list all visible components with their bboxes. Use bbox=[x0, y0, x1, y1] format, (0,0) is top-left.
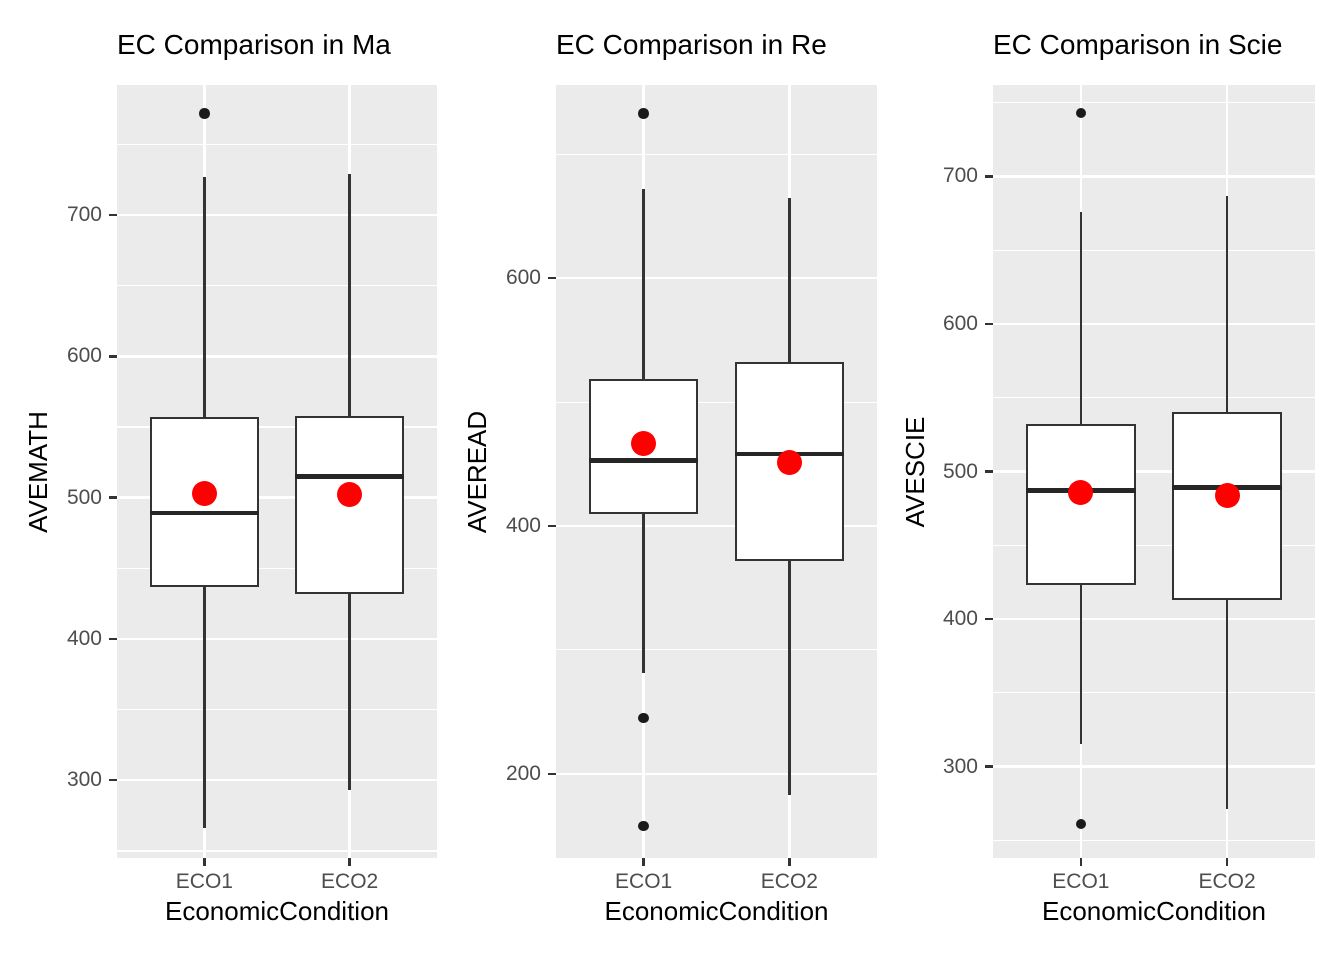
mean-dot bbox=[776, 450, 802, 476]
figure-averead: EC Comparison in Re AVEREAD EconomicCond… bbox=[448, 0, 896, 960]
y-tick-mark bbox=[985, 470, 993, 473]
gridline-minor bbox=[556, 401, 877, 403]
y-tick-label: 700 bbox=[66, 203, 102, 226]
y-tick-mark bbox=[548, 524, 556, 528]
y-tick-mark bbox=[109, 213, 117, 217]
y-tick-mark bbox=[548, 772, 556, 775]
y-tick-label: 600 bbox=[505, 266, 541, 290]
y-tick-label: 300 bbox=[66, 768, 102, 792]
x-tick-mark bbox=[1225, 858, 1229, 866]
y-tick-mark bbox=[985, 765, 993, 768]
y-tick-mark bbox=[985, 617, 993, 621]
plot-title: EC Comparison in Re bbox=[556, 29, 827, 60]
median-line bbox=[295, 474, 405, 479]
figure-avescie: EC Comparison in Scie AVESCIE EconomicCo… bbox=[896, 0, 1344, 960]
outlier-dot bbox=[638, 712, 649, 724]
gridline-major bbox=[556, 277, 877, 280]
x-tick-mark bbox=[348, 858, 351, 866]
gridline-minor bbox=[993, 839, 1315, 841]
gridline-minor bbox=[117, 285, 437, 287]
gridline-major bbox=[117, 496, 437, 499]
gridline-major bbox=[993, 175, 1315, 178]
plot-panel bbox=[993, 85, 1315, 858]
plot-title: EC Comparison in Ma bbox=[117, 29, 391, 60]
median-line bbox=[149, 510, 259, 516]
y-tick-mark bbox=[109, 496, 117, 499]
x-tick-mark bbox=[788, 858, 791, 866]
x-tick-label: ECO2 bbox=[321, 870, 379, 893]
x-axis-title: EconomicCondition bbox=[1041, 896, 1267, 926]
x-tick-label: ECO1 bbox=[1052, 870, 1110, 893]
gridline-minor bbox=[117, 567, 437, 569]
box bbox=[1026, 424, 1136, 586]
mean-dot bbox=[1068, 479, 1094, 505]
y-tick-mark bbox=[985, 175, 993, 178]
gridline-major bbox=[993, 470, 1315, 473]
outlier-dot bbox=[199, 108, 210, 119]
x-tick-label: ECO1 bbox=[175, 870, 233, 893]
y-tick-label: 300 bbox=[942, 754, 978, 778]
y-tick-label: 600 bbox=[942, 311, 978, 335]
y-tick-label: 500 bbox=[942, 459, 978, 483]
outlier-dot bbox=[638, 108, 649, 119]
gridline-minor bbox=[117, 850, 437, 852]
gridline-major bbox=[993, 617, 1315, 621]
plot-panel bbox=[556, 85, 877, 858]
gridline-major bbox=[117, 213, 437, 217]
gridline-major bbox=[556, 524, 877, 528]
x-tick-mark bbox=[642, 858, 645, 866]
y-tick-label: 200 bbox=[505, 761, 541, 785]
gridline-minor bbox=[556, 649, 877, 651]
x-axis-title: EconomicCondition bbox=[604, 896, 829, 926]
x-tick-label: ECO1 bbox=[615, 870, 673, 893]
gridline-minor bbox=[993, 397, 1315, 399]
y-tick-label: 600 bbox=[66, 344, 102, 368]
gridline-major bbox=[993, 765, 1315, 768]
y-tick-label: 400 bbox=[942, 607, 978, 631]
gridline-minor bbox=[993, 544, 1315, 546]
y-axis-title: AVEMATH bbox=[23, 410, 53, 533]
x-tick-label: ECO2 bbox=[760, 870, 818, 893]
figure-avemath: EC Comparison in Ma AVEMATH EconomicCond… bbox=[0, 0, 448, 960]
gridline-minor bbox=[117, 143, 437, 145]
x-tick-mark bbox=[1079, 858, 1083, 866]
gridline-minor bbox=[117, 426, 437, 428]
box bbox=[1172, 412, 1282, 600]
gridline-major bbox=[117, 779, 437, 782]
y-tick-mark bbox=[109, 355, 117, 358]
gridline-major bbox=[117, 637, 437, 641]
mean-dot bbox=[337, 482, 363, 508]
y-tick-mark bbox=[109, 779, 117, 782]
x-tick-mark bbox=[203, 858, 206, 866]
plot-panel bbox=[117, 85, 437, 858]
gridline-major bbox=[117, 355, 437, 358]
gridline-major bbox=[993, 322, 1315, 326]
gridline-minor bbox=[117, 709, 437, 711]
mean-dot bbox=[1214, 482, 1240, 508]
outlier-dot bbox=[638, 820, 649, 832]
y-tick-label: 700 bbox=[942, 164, 978, 188]
gridline-minor bbox=[993, 102, 1315, 104]
gridline-minor bbox=[556, 153, 877, 155]
y-tick-label: 500 bbox=[66, 485, 102, 509]
gridline-major bbox=[556, 772, 877, 775]
gridline-minor bbox=[993, 692, 1315, 694]
outlier-dot bbox=[1075, 818, 1087, 830]
gridline-minor bbox=[993, 249, 1315, 251]
x-tick-label: ECO2 bbox=[1198, 870, 1256, 893]
median-line bbox=[588, 458, 699, 463]
mean-dot bbox=[631, 430, 657, 456]
outlier-dot bbox=[1075, 107, 1087, 119]
y-tick-mark bbox=[548, 277, 556, 280]
plot-title: EC Comparison in Scie bbox=[993, 29, 1283, 60]
y-tick-label: 400 bbox=[505, 514, 541, 537]
y-tick-label: 400 bbox=[66, 626, 102, 650]
mean-dot bbox=[191, 480, 217, 506]
y-tick-mark bbox=[109, 637, 117, 641]
x-axis-title: EconomicCondition bbox=[164, 896, 390, 926]
y-tick-mark bbox=[985, 322, 993, 326]
